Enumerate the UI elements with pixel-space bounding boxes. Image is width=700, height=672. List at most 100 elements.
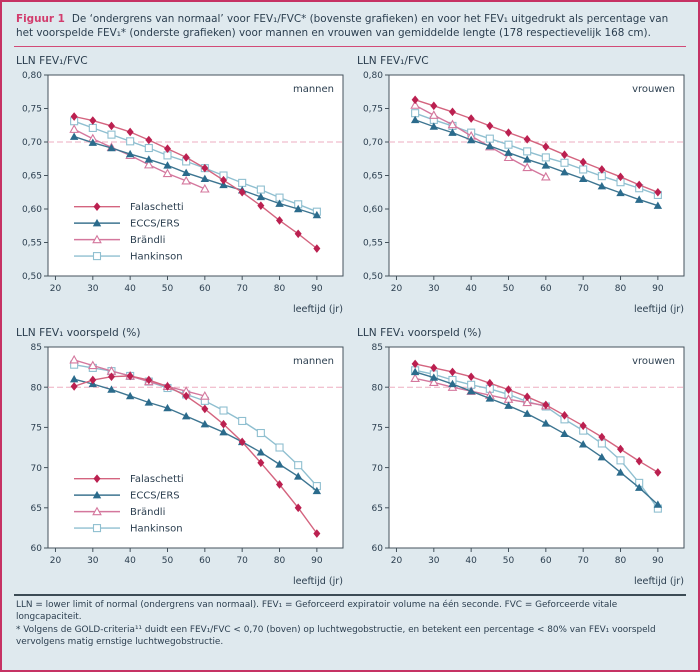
y-tick-label: 0,70	[363, 139, 383, 149]
legend-label: ECCS/ERS	[130, 491, 180, 502]
marker-triangle	[485, 394, 495, 403]
figure-number: Figuur 1	[16, 13, 65, 25]
marker-triangle	[522, 410, 532, 418]
marker-diamond	[654, 468, 662, 478]
marker-diamond	[294, 503, 302, 513]
marker-open-square	[88, 124, 97, 133]
x-tick-label: 70	[236, 284, 248, 294]
marker-diamond	[276, 216, 284, 226]
y-tick-label: 70	[31, 464, 43, 474]
x-tick-label: 40	[124, 284, 136, 294]
marker-open-triangle	[410, 100, 420, 110]
marker-diamond	[635, 457, 643, 466]
marker-diamond	[89, 116, 97, 126]
marker-triangle	[293, 205, 303, 213]
marker-open-triangle	[447, 120, 458, 129]
marker-diamond	[182, 153, 190, 163]
y-tick-label: 0,55	[363, 239, 383, 249]
marker-triangle	[653, 201, 663, 210]
marker-open-triangle	[428, 110, 439, 120]
x-tick-label: 80	[274, 556, 286, 566]
y-tick-label: 0,60	[363, 206, 383, 216]
marker-open-triangle	[503, 152, 514, 162]
marker-triangle	[522, 155, 532, 164]
plot-area	[388, 74, 685, 277]
chart-block-fev1voorspeld-mannen: LLN FEV₁ voorspeld (%) 85 80 75 70 65 60 20 30 4…	[14, 319, 347, 589]
x-tick-label: 60	[199, 284, 211, 294]
chart-title: LLN FEV₁ voorspeld (%)	[357, 327, 482, 340]
marker-open-square	[485, 135, 494, 144]
marker-diamond	[523, 135, 531, 145]
series-line-ECCS/ERS	[414, 119, 659, 207]
chart-canvas-fev1voorspeld-vrouwen: 85 80 75 70 65 60 20 30 40 50 60 70 80 90 vrouwen	[372, 344, 685, 566]
marker-diamond	[542, 142, 550, 152]
marker-diamond	[579, 421, 587, 431]
marker-triangle	[560, 430, 569, 438]
marker-diamond	[313, 244, 321, 254]
legend-label: Falaschetti	[130, 475, 184, 486]
marker-triangle	[448, 380, 457, 388]
marker-triangle	[312, 487, 322, 495]
marker-triangle	[466, 136, 476, 144]
marker-open-square	[219, 406, 228, 416]
x-tick-label: 90	[652, 284, 664, 294]
x-tick-label: 30	[87, 284, 99, 294]
marker-triangle	[275, 460, 284, 469]
y-tick-label: 70	[372, 464, 384, 474]
x-tick-label: 60	[199, 556, 211, 566]
charts-grid: LLN FEV₁/FVC 0,80 0,75 0,70 0,65 0,60 0,55 0,5…	[14, 47, 686, 589]
legend-label: Brändli	[130, 236, 165, 247]
marker-open-triangle	[410, 373, 420, 383]
marker-diamond	[579, 158, 587, 167]
marker-triangle	[448, 128, 457, 137]
y-tick-label: 85	[31, 344, 42, 354]
x-tick-label: 20	[391, 284, 403, 294]
marker-triangle	[163, 404, 172, 412]
x-tick-label: 20	[391, 556, 403, 566]
legend-label: Hankinson	[130, 524, 183, 535]
marker-diamond	[504, 128, 512, 138]
marker-triangle	[125, 392, 135, 400]
marker-open-square	[92, 524, 102, 533]
y-tick-label: 75	[372, 424, 383, 434]
marker-diamond	[561, 150, 569, 160]
marker-triangle	[616, 189, 625, 197]
x-tick-label: 50	[162, 556, 174, 566]
plot-area	[388, 346, 685, 549]
marker-triangle	[181, 169, 191, 177]
legend-label: Brändli	[130, 508, 165, 519]
marker-triangle	[578, 440, 588, 448]
legend-label: ECCS/ERS	[130, 219, 180, 230]
figure-caption: Figuur 1 De ‘ondergrens van normaal’ voor…	[16, 13, 684, 40]
marker-triangle	[107, 144, 116, 152]
marker-triangle	[256, 448, 266, 456]
chart-block-fev1fvc-vrouwen: LLN FEV₁/FVC 0,80 0,75 0,70 0,65 0,60 0,55 0,5…	[355, 47, 688, 317]
y-tick-label: 60	[372, 545, 384, 555]
marker-open-square	[144, 144, 153, 153]
chart-block-fev1fvc-mannen: LLN FEV₁/FVC 0,80 0,75 0,70 0,65 0,60 0,55 0,5…	[14, 47, 347, 317]
marker-triangle	[312, 211, 322, 219]
y-tick-label: 85	[372, 344, 383, 354]
marker-diamond	[126, 372, 134, 381]
y-tick-label: 0,50	[363, 273, 383, 283]
marker-triangle	[256, 193, 266, 201]
y-tick-label: 0,55	[22, 239, 42, 249]
y-tick-label: 0,75	[22, 105, 42, 115]
marker-diamond	[276, 480, 284, 490]
marker-triangle	[410, 116, 420, 124]
marker-open-triangle	[87, 360, 98, 370]
marker-open-square	[411, 109, 420, 118]
marker-triangle	[88, 138, 98, 147]
marker-triangle	[144, 398, 154, 407]
marker-open-triangle	[92, 507, 102, 516]
marker-triangle	[504, 401, 513, 410]
marker-diamond	[93, 474, 101, 484]
marker-diamond	[294, 229, 302, 239]
marker-triangle	[92, 219, 102, 227]
x-tick-label: 20	[50, 556, 62, 566]
marker-open-triangle	[92, 235, 102, 244]
x-tick-label: 60	[540, 284, 552, 294]
marker-open-square	[523, 147, 532, 156]
chart-title: LLN FEV₁/FVC	[357, 55, 429, 68]
